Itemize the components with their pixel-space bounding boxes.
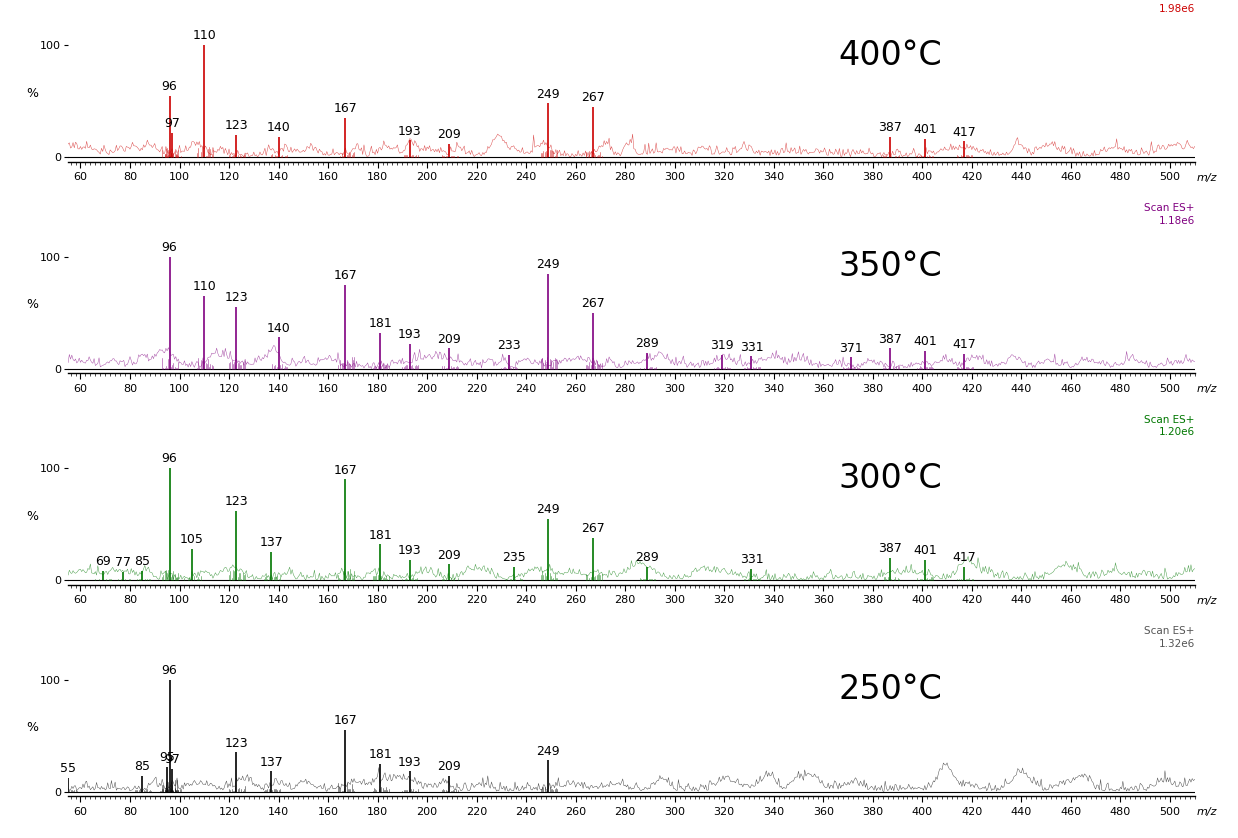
Text: 105: 105 xyxy=(180,533,204,546)
Text: 137: 137 xyxy=(259,536,284,550)
Y-axis label: %: % xyxy=(26,298,38,312)
Text: 181: 181 xyxy=(368,317,392,330)
Text: 85: 85 xyxy=(135,760,150,773)
Text: 267: 267 xyxy=(581,91,605,104)
Text: Scan ES+
1.98e6: Scan ES+ 1.98e6 xyxy=(1144,0,1195,14)
Text: 249: 249 xyxy=(536,258,561,271)
Text: 267: 267 xyxy=(581,297,605,310)
Text: 289: 289 xyxy=(635,551,660,564)
Text: 401: 401 xyxy=(912,123,937,137)
Text: m/z: m/z xyxy=(1197,384,1217,394)
Text: 55: 55 xyxy=(61,763,76,775)
Text: 123: 123 xyxy=(224,737,249,750)
Text: 209: 209 xyxy=(437,128,462,141)
Text: 267: 267 xyxy=(581,522,605,535)
Text: 97: 97 xyxy=(165,116,180,130)
Text: 95: 95 xyxy=(160,751,175,764)
Text: Scan ES+
1.18e6: Scan ES+ 1.18e6 xyxy=(1144,204,1195,225)
Text: 137: 137 xyxy=(259,756,284,768)
Text: 235: 235 xyxy=(501,551,526,564)
Text: 401: 401 xyxy=(912,335,937,348)
Text: 96: 96 xyxy=(162,241,177,254)
Text: 77: 77 xyxy=(115,556,130,570)
Text: 96: 96 xyxy=(162,664,177,677)
Text: 193: 193 xyxy=(397,756,422,768)
Text: 110: 110 xyxy=(192,29,217,43)
Text: m/z: m/z xyxy=(1197,596,1217,606)
Text: 250°C: 250°C xyxy=(838,673,942,706)
Text: 110: 110 xyxy=(192,280,217,293)
Text: 300°C: 300°C xyxy=(838,462,942,494)
Text: 96: 96 xyxy=(162,80,177,93)
Text: 417: 417 xyxy=(952,551,977,564)
Text: 181: 181 xyxy=(368,529,392,541)
Y-axis label: %: % xyxy=(26,722,38,734)
Text: 249: 249 xyxy=(536,503,561,516)
Text: 350°C: 350°C xyxy=(838,251,942,283)
Text: 387: 387 xyxy=(878,122,903,134)
Text: 193: 193 xyxy=(397,125,422,137)
Text: 387: 387 xyxy=(878,542,903,555)
Text: 193: 193 xyxy=(397,328,422,341)
Text: 69: 69 xyxy=(95,556,110,568)
Y-axis label: %: % xyxy=(26,510,38,523)
Text: 96: 96 xyxy=(162,453,177,465)
Text: 85: 85 xyxy=(135,556,150,568)
Text: m/z: m/z xyxy=(1197,173,1217,183)
Text: 167: 167 xyxy=(333,714,358,727)
Text: 123: 123 xyxy=(224,495,249,508)
Text: 167: 167 xyxy=(333,269,358,282)
Text: m/z: m/z xyxy=(1197,807,1217,817)
Text: 417: 417 xyxy=(952,339,977,351)
Text: 140: 140 xyxy=(266,322,291,334)
Text: 249: 249 xyxy=(536,88,561,101)
Text: 371: 371 xyxy=(838,342,863,354)
Text: 319: 319 xyxy=(709,339,734,353)
Text: 233: 233 xyxy=(496,339,521,353)
Text: 123: 123 xyxy=(224,292,249,304)
Text: 400°C: 400°C xyxy=(838,39,942,72)
Text: 140: 140 xyxy=(266,122,291,134)
Text: 209: 209 xyxy=(437,333,462,346)
Text: 249: 249 xyxy=(536,744,561,758)
Text: 387: 387 xyxy=(878,333,903,346)
Text: 167: 167 xyxy=(333,102,358,115)
Text: 123: 123 xyxy=(224,119,249,132)
Text: 417: 417 xyxy=(952,126,977,138)
Text: 331: 331 xyxy=(739,553,764,566)
Text: Scan ES+
1.20e6: Scan ES+ 1.20e6 xyxy=(1144,415,1195,437)
Text: 209: 209 xyxy=(437,760,462,773)
Text: 209: 209 xyxy=(437,549,462,561)
Text: 193: 193 xyxy=(397,544,422,557)
Text: 167: 167 xyxy=(333,463,358,477)
Text: Scan ES+
1.32e6: Scan ES+ 1.32e6 xyxy=(1144,626,1195,649)
Y-axis label: %: % xyxy=(26,87,38,100)
Text: 401: 401 xyxy=(912,544,937,557)
Text: 289: 289 xyxy=(635,337,660,350)
Text: 97: 97 xyxy=(165,753,180,767)
Text: 331: 331 xyxy=(739,340,764,354)
Text: 181: 181 xyxy=(368,747,392,761)
